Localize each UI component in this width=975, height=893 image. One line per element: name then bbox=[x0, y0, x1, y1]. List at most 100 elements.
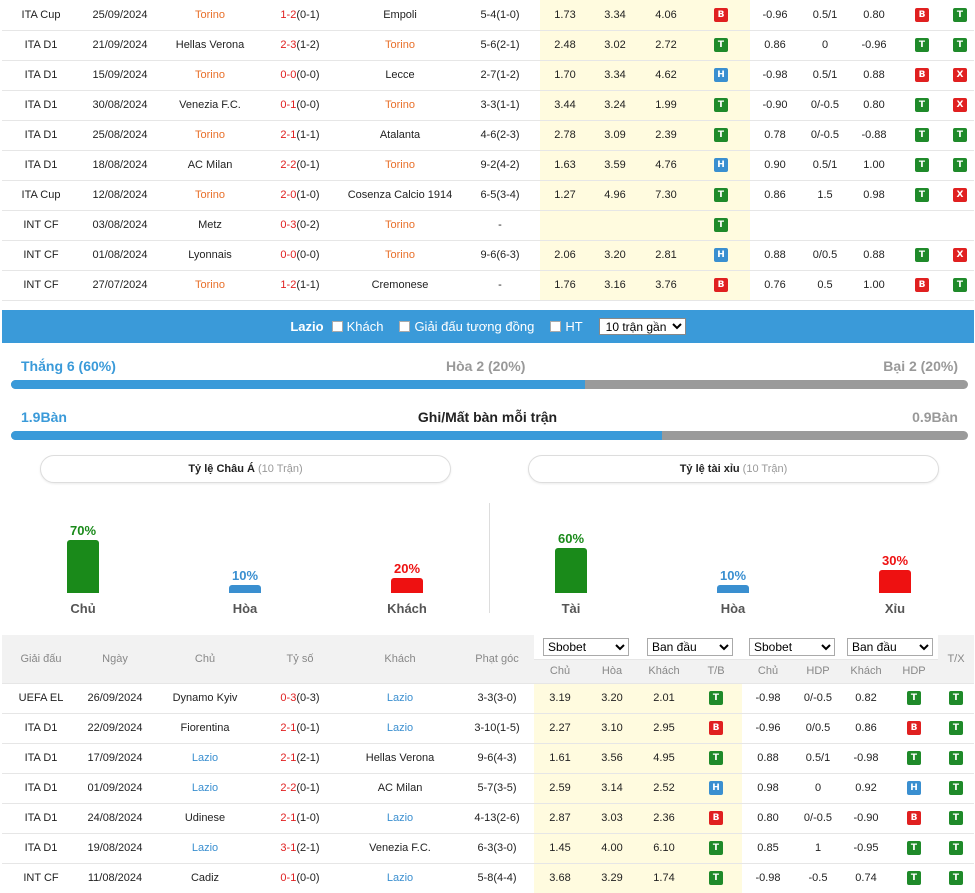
odds-away-cell: 4.76 bbox=[640, 150, 692, 181]
ht-checkbox[interactable] bbox=[550, 321, 562, 332]
table-row[interactable]: ITA D1 22/09/2024 Fiorentina 2-1(0-1) Lazio 3… bbox=[2, 713, 974, 744]
home-team-cell: Udinese bbox=[150, 803, 260, 834]
rate-bar-label: Hòa bbox=[232, 601, 258, 616]
hdp-home-cell: -0.98 bbox=[742, 683, 794, 714]
hdp-away-cell: 0.98 bbox=[850, 180, 898, 211]
hdp-result-cell: B bbox=[890, 713, 938, 744]
home-team-cell: Lyonnais bbox=[160, 240, 260, 271]
league-cell: ITA D1 bbox=[2, 150, 80, 181]
table-row[interactable]: ITA D1 21/09/2024 Hellas Verona 2-3(1-2) Tor… bbox=[2, 30, 974, 61]
col-odds-away: Khách bbox=[638, 659, 690, 684]
table-row[interactable]: ITA D1 25/08/2024 Torino 2-1(1-1) Atalanta 4-… bbox=[2, 120, 974, 151]
col-home: Chủ bbox=[150, 635, 260, 684]
table-row[interactable]: INT CF 01/08/2024 Lyonnais 0-0(0-0) Torino 9-… bbox=[2, 240, 974, 271]
date-cell: 19/08/2024 bbox=[80, 833, 150, 864]
table-row[interactable]: ITA Cup 12/08/2024 Torino 2-0(1-0) Cosenza C… bbox=[2, 180, 974, 211]
result-badge: H bbox=[714, 248, 728, 262]
date-cell: 18/08/2024 bbox=[80, 150, 160, 181]
result-cell: H bbox=[692, 60, 750, 91]
half-time-score: (2-1) bbox=[296, 842, 320, 854]
asian-handicap-box[interactable]: Tỷ lệ Châu Á (10 Trận) bbox=[40, 455, 451, 483]
table-row[interactable]: ITA D1 17/09/2024 Lazio 2-1(2-1) Hellas Vero… bbox=[2, 743, 974, 774]
table-row[interactable]: UEFA EL 26/09/2024 Dynamo Kyiv 0-3(0-3) Lazi… bbox=[2, 683, 974, 714]
score-cell: 0-3(0-3) bbox=[260, 683, 340, 714]
corner-cell: 3-3(3-0) bbox=[460, 683, 534, 714]
torino-matches-table: ITA Cup 25/09/2024 Torino 1-2(0-1) Empoli 5-4… bbox=[2, 0, 974, 301]
table-row[interactable]: ITA D1 24/08/2024 Udinese 2-1(1-0) Lazio 4-13… bbox=[2, 803, 974, 834]
odds-home-cell: 3.44 bbox=[540, 90, 590, 121]
away-team-cell: Torino bbox=[340, 240, 460, 271]
away-team-cell: AC Milan bbox=[340, 773, 460, 804]
full-time-score: 2-1 bbox=[280, 812, 297, 824]
date-cell: 25/08/2024 bbox=[80, 120, 160, 151]
bookmaker-1x2-cell: Sbobet bbox=[534, 635, 638, 660]
table-row[interactable]: ITA D1 15/09/2024 Torino 0-0(0-0) Lecce 2-7(1… bbox=[2, 60, 974, 91]
odds-away-cell: 1.99 bbox=[640, 90, 692, 121]
table-row[interactable]: ITA D1 30/08/2024 Venezia F.C. 0-1(0-0) Tori… bbox=[2, 90, 974, 121]
rate-bar-column bbox=[555, 547, 587, 593]
same-league-filter-option[interactable]: Giải đấu tương đồng bbox=[399, 319, 534, 334]
result-cell: B bbox=[692, 270, 750, 301]
hdp-away-cell: -0.88 bbox=[850, 120, 898, 151]
bookmaker-1x2-select[interactable]: Sbobet bbox=[543, 637, 629, 656]
hdp-away-cell bbox=[850, 210, 898, 241]
odds-type-hdp-cell: Ban đầu bbox=[842, 635, 938, 660]
odds-draw-cell: 3.59 bbox=[590, 150, 640, 181]
league-cell: ITA Cup bbox=[2, 180, 80, 211]
odds-away-cell: 1.74 bbox=[638, 863, 690, 893]
corner-cell: 5-7(3-5) bbox=[460, 773, 534, 804]
odds-draw-cell: 3.34 bbox=[590, 60, 640, 91]
table-row[interactable]: ITA Cup 25/09/2024 Torino 1-2(0-1) Empoli 5-4… bbox=[2, 0, 974, 31]
rate-bar-label: Khách bbox=[387, 601, 427, 616]
over-under-result-badge: T bbox=[953, 38, 967, 52]
hdp-home-cell: 0.86 bbox=[750, 180, 800, 211]
away-team-cell: Lazio bbox=[340, 803, 460, 834]
rate-bar: 10% bbox=[698, 568, 768, 593]
odds-type-1x2-select[interactable]: Ban đầu bbox=[647, 637, 733, 656]
odds-type-hdp-select[interactable]: Ban đầu bbox=[847, 637, 933, 656]
odds-draw-cell: 3.29 bbox=[586, 863, 638, 893]
hdp-home-cell: -0.96 bbox=[742, 713, 794, 744]
table-row[interactable]: INT CF 27/07/2024 Torino 1-2(1-1) Cremonese -… bbox=[2, 270, 974, 301]
col-hdp: HDP bbox=[794, 659, 842, 684]
table-row[interactable]: ITA D1 01/09/2024 Lazio 2-2(0-1) AC Milan 5-7… bbox=[2, 773, 974, 804]
table-row[interactable]: ITA D1 19/08/2024 Lazio 3-1(2-1) Venezia F.C… bbox=[2, 833, 974, 864]
odds-away-cell: 2.52 bbox=[638, 773, 690, 804]
col-away: Khách bbox=[340, 635, 460, 684]
same-league-checkbox[interactable] bbox=[399, 321, 411, 332]
over-under-box[interactable]: Tỷ lệ tài xỉu (10 Trận) bbox=[528, 455, 939, 483]
away-checkbox[interactable] bbox=[331, 321, 343, 332]
win-loss-bar bbox=[11, 380, 968, 389]
odds-home-cell: 1.27 bbox=[540, 180, 590, 211]
home-team-cell: Torino bbox=[160, 60, 260, 91]
away-filter-option[interactable]: Khách bbox=[331, 319, 383, 334]
over-under-result-cell: T bbox=[946, 120, 974, 151]
full-time-score: 2-1 bbox=[280, 752, 297, 764]
bookmaker-hdp-select[interactable]: Sbobet bbox=[749, 637, 835, 656]
table-row[interactable]: INT CF 11/08/2024 Cadiz 0-1(0-0) Lazio 5-8(4-… bbox=[2, 863, 974, 893]
rate-bar-percent: 30% bbox=[881, 553, 909, 569]
table-row[interactable]: INT CF 03/08/2024 Metz 0-3(0-2) Torino - T bbox=[2, 210, 974, 241]
result-cell: H bbox=[690, 773, 742, 804]
hdp-result-cell: T bbox=[890, 743, 938, 774]
result-cell: T bbox=[692, 210, 750, 241]
home-team-cell: Torino bbox=[160, 120, 260, 151]
result-cell: B bbox=[690, 803, 742, 834]
table-row[interactable]: ITA D1 18/08/2024 AC Milan 2-2(0-1) Torino 9-… bbox=[2, 150, 974, 181]
half-time-score: (0-1) bbox=[296, 782, 320, 794]
ht-filter-option[interactable]: HT bbox=[550, 319, 583, 334]
goals-against-stat: 0.9Bàn bbox=[912, 409, 958, 425]
result-cell: T bbox=[692, 120, 750, 151]
over-under-result-cell: X bbox=[946, 240, 974, 271]
result-badge: T bbox=[714, 38, 728, 52]
hdp-result-cell: T bbox=[898, 120, 946, 151]
away-team-cell: Cosenza Calcio 1914 bbox=[340, 180, 460, 211]
odds-home-cell: 2.06 bbox=[540, 240, 590, 271]
match-count-select[interactable]: 10 trận gần bbox=[598, 318, 686, 335]
over-under-result-cell: T bbox=[938, 683, 974, 714]
hdp-away-cell: 0.88 bbox=[850, 240, 898, 271]
odds-away-cell: 4.62 bbox=[640, 60, 692, 91]
over-under-title: Tỷ lệ tài xỉu bbox=[679, 463, 740, 475]
result-cell: T bbox=[690, 833, 742, 864]
date-cell: 17/09/2024 bbox=[80, 743, 150, 774]
